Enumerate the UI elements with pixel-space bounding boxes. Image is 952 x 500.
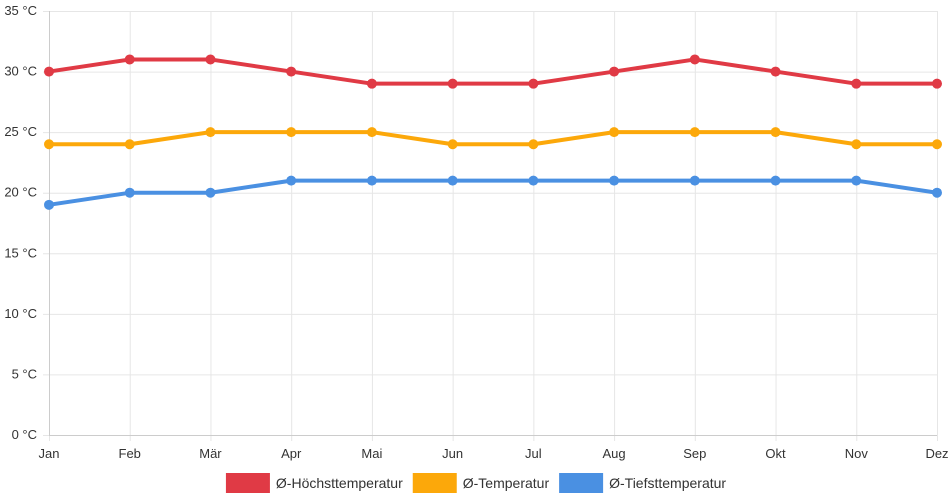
data-point[interactable] — [770, 127, 781, 138]
data-point[interactable] — [286, 127, 297, 138]
x-tick-label: Jan — [39, 446, 60, 461]
data-point[interactable] — [689, 54, 700, 65]
y-tick-label: 10 °C — [4, 306, 37, 321]
x-tick-label: Sep — [683, 446, 706, 461]
legend-item[interactable]: Ø-Temperatur — [412, 473, 550, 493]
legend-swatch — [225, 473, 270, 493]
data-point[interactable] — [286, 66, 297, 77]
x-tick-label: Feb — [119, 446, 141, 461]
data-point[interactable] — [124, 54, 135, 65]
data-point[interactable] — [44, 139, 54, 150]
x-axis: Jan Feb Mär Apr Mai Jun Jul Aug Sep Okt Nov Dez — [39, 446, 949, 461]
x-tick-label: Mai — [361, 446, 382, 461]
legend[interactable]: Ø-Höchsttemperatur Ø-Temperatur Ø-Tiefstte… — [225, 473, 726, 493]
legend-swatch — [559, 473, 604, 493]
y-tick-label: 0 °C — [12, 427, 37, 442]
data-point[interactable] — [528, 139, 539, 150]
data-point[interactable] — [528, 78, 539, 89]
data-point[interactable] — [205, 54, 216, 65]
data-point[interactable] — [932, 187, 942, 198]
x-tick-label: Aug — [603, 446, 626, 461]
data-point[interactable] — [609, 127, 620, 138]
data-point[interactable] — [851, 175, 862, 186]
data-point[interactable] — [932, 78, 942, 89]
y-tick-label: 20 °C — [4, 185, 37, 200]
x-tick-label: Okt — [765, 446, 786, 461]
y-tick-label: 25 °C — [4, 124, 37, 139]
x-tick-label: Apr — [281, 446, 302, 461]
legend-swatch — [412, 473, 457, 493]
data-point[interactable] — [689, 127, 700, 138]
data-point[interactable] — [205, 187, 216, 198]
data-point[interactable] — [932, 139, 942, 150]
series-line[interactable] — [47, 57, 939, 86]
y-tick-label: 5 °C — [12, 366, 37, 381]
data-point[interactable] — [366, 78, 377, 89]
y-tick-label: 35 °C — [4, 3, 37, 18]
y-axis: 0 °C 5 °C 10 °C 15 °C 20 °C 25 °C 30 °C 35 °C — [4, 3, 37, 442]
series-line[interactable] — [47, 178, 939, 207]
data-point[interactable] — [447, 139, 458, 150]
series-group — [44, 54, 942, 210]
data-point[interactable] — [851, 139, 862, 150]
data-point[interactable] — [205, 127, 216, 138]
y-tick-label: 30 °C — [4, 64, 37, 79]
data-point[interactable] — [851, 78, 862, 89]
data-point[interactable] — [770, 66, 781, 77]
series-line[interactable] — [47, 130, 939, 147]
data-point[interactable] — [689, 175, 700, 186]
data-point[interactable] — [366, 175, 377, 186]
x-tick-label: Mär — [199, 446, 222, 461]
data-point[interactable] — [447, 78, 458, 89]
legend-item[interactable]: Ø-Tiefsttemperatur — [559, 473, 726, 493]
data-point[interactable] — [124, 187, 135, 198]
x-tick-label: Dez — [925, 446, 948, 461]
x-tick-label: Jun — [442, 446, 463, 461]
data-point[interactable] — [447, 175, 458, 186]
chart-grid — [43, 11, 938, 441]
x-tick-label: Nov — [845, 446, 869, 461]
y-tick-label: 15 °C — [4, 245, 37, 260]
data-point[interactable] — [286, 175, 297, 186]
legend-label: Ø-Tiefsttemperatur — [609, 475, 726, 491]
data-point[interactable] — [528, 175, 539, 186]
data-point[interactable] — [44, 66, 54, 77]
data-point[interactable] — [366, 127, 377, 138]
data-point[interactable] — [609, 175, 620, 186]
legend-label: Ø-Höchsttemperatur — [276, 475, 403, 491]
data-point[interactable] — [770, 175, 781, 186]
data-point[interactable] — [124, 139, 135, 150]
legend-item[interactable]: Ø-Höchsttemperatur — [225, 473, 403, 493]
x-tick-label: Jul — [525, 446, 542, 461]
data-point[interactable] — [609, 66, 620, 77]
legend-label: Ø-Temperatur — [463, 475, 550, 491]
data-point[interactable] — [44, 199, 54, 210]
